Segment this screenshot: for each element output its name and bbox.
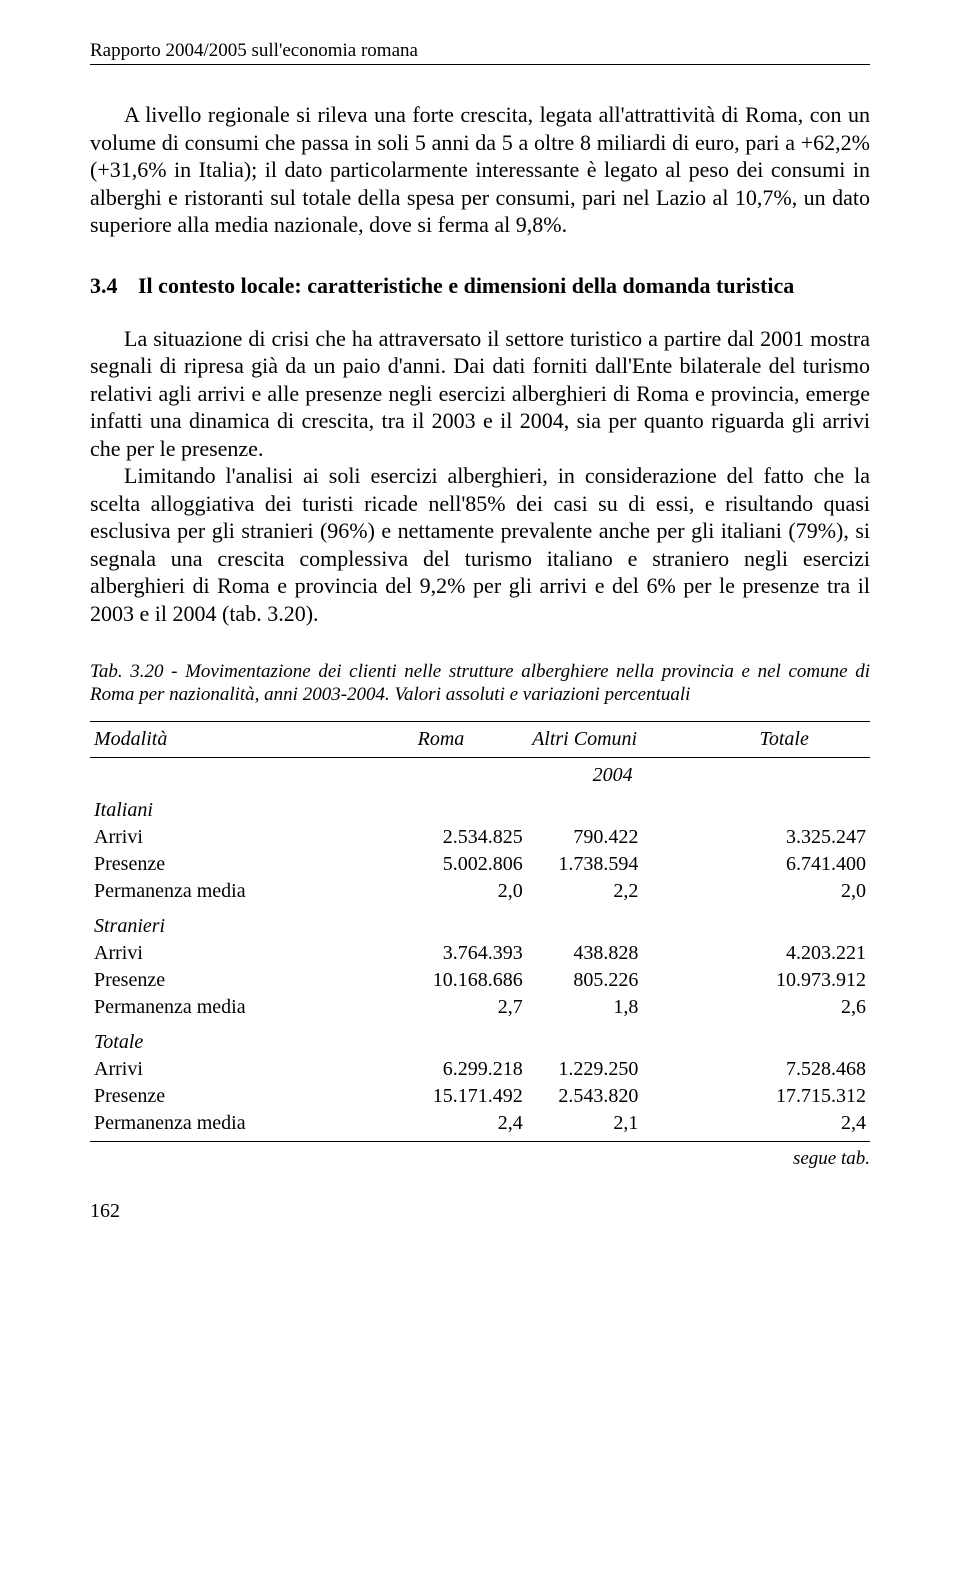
paragraph-body-2: Limitando l'analisi ai soli esercizi alb… — [90, 462, 870, 627]
cell: 10.973.912 — [698, 967, 870, 994]
cell: 2,2 — [527, 878, 699, 905]
row-label: Permanenza media — [90, 1110, 355, 1142]
cell: 1.229.250 — [527, 1056, 699, 1083]
cell: 2,1 — [527, 1110, 699, 1142]
group-name: Italiani — [90, 789, 870, 824]
column-header: Roma — [355, 721, 527, 757]
document-page: Rapporto 2004/2005 sull'economia romana … — [0, 0, 960, 1574]
cell: 2.543.820 — [527, 1083, 699, 1110]
cell: 1.738.594 — [527, 851, 699, 878]
table-row: Arrivi 6.299.218 1.229.250 7.528.468 — [90, 1056, 870, 1083]
paragraph-text: La situazione di crisi che ha attraversa… — [90, 326, 870, 461]
cell: 7.528.468 — [698, 1056, 870, 1083]
table-row: Presenze 15.171.492 2.543.820 17.715.312 — [90, 1083, 870, 1110]
page-number: 162 — [90, 1200, 870, 1223]
row-label: Arrivi — [90, 940, 355, 967]
table-row: Presenze 5.002.806 1.738.594 6.741.400 — [90, 851, 870, 878]
cell: 15.171.492 — [355, 1083, 527, 1110]
cell: 6.299.218 — [355, 1056, 527, 1083]
table-row: Arrivi 2.534.825 790.422 3.325.247 — [90, 824, 870, 851]
table-row: Permanenza media 2,4 2,1 2,4 — [90, 1110, 870, 1142]
cell: 3.325.247 — [698, 824, 870, 851]
cell: 2,0 — [698, 878, 870, 905]
paragraph-intro: A livello regionale si rileva una forte … — [90, 101, 870, 239]
cell: 2.534.825 — [355, 824, 527, 851]
table-group-header: Italiani — [90, 789, 870, 824]
row-label: Permanenza media — [90, 994, 355, 1021]
column-header: Altri Comuni — [527, 721, 699, 757]
cell: 10.168.686 — [355, 967, 527, 994]
cell: 2,4 — [698, 1110, 870, 1142]
column-header: Modalità — [90, 721, 355, 757]
row-label: Presenze — [90, 1083, 355, 1110]
cell: 1,8 — [527, 994, 699, 1021]
table-continuation: segue tab. — [90, 1148, 870, 1170]
table-row: Permanenza media 2,7 1,8 2,6 — [90, 994, 870, 1021]
cell: 2,0 — [355, 878, 527, 905]
table-year-row: 2004 — [90, 757, 870, 789]
column-header: Totale — [698, 721, 870, 757]
table-row: Permanenza media 2,0 2,2 2,0 — [90, 878, 870, 905]
running-header: Rapporto 2004/2005 sull'economia romana — [90, 40, 870, 65]
row-label: Permanenza media — [90, 878, 355, 905]
cell: 5.002.806 — [355, 851, 527, 878]
table-group-header: Stranieri — [90, 905, 870, 940]
row-label: Arrivi — [90, 1056, 355, 1083]
table-group-header: Totale — [90, 1021, 870, 1056]
table-header-row: Modalità Roma Altri Comuni Totale — [90, 721, 870, 757]
cell: 805.226 — [527, 967, 699, 994]
paragraph-text: A livello regionale si rileva una forte … — [90, 102, 870, 237]
year-label: 2004 — [355, 757, 870, 789]
cell: 4.203.221 — [698, 940, 870, 967]
table-row: Arrivi 3.764.393 438.828 4.203.221 — [90, 940, 870, 967]
cell: 2,7 — [355, 994, 527, 1021]
group-name: Stranieri — [90, 905, 870, 940]
table-caption: Tab. 3.20 - Movimentazione dei clienti n… — [90, 661, 870, 707]
data-table: Modalità Roma Altri Comuni Totale 2004 I… — [90, 721, 870, 1142]
cell: 2,6 — [698, 994, 870, 1021]
cell: 2,4 — [355, 1110, 527, 1142]
section-heading: 3.4 Il contesto locale: caratteristiche … — [90, 273, 870, 299]
group-name: Totale — [90, 1021, 870, 1056]
cell: 17.715.312 — [698, 1083, 870, 1110]
cell: 3.764.393 — [355, 940, 527, 967]
paragraph-body-1: La situazione di crisi che ha attraversa… — [90, 325, 870, 463]
section-title: Il contesto locale: caratteristiche e di… — [138, 273, 870, 299]
section-number: 3.4 — [90, 273, 138, 299]
cell: 790.422 — [527, 824, 699, 851]
paragraph-text: Limitando l'analisi ai soli esercizi alb… — [90, 463, 870, 626]
row-label: Presenze — [90, 967, 355, 994]
row-label: Arrivi — [90, 824, 355, 851]
cell: 438.828 — [527, 940, 699, 967]
table-row: Presenze 10.168.686 805.226 10.973.912 — [90, 967, 870, 994]
row-label: Presenze — [90, 851, 355, 878]
cell: 6.741.400 — [698, 851, 870, 878]
